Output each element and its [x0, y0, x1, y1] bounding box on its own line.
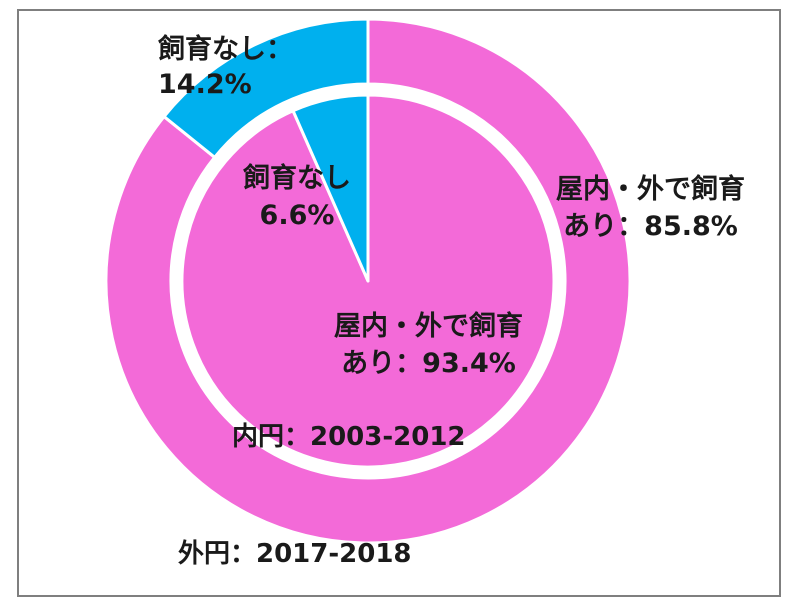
outer-pet-label: 屋内・外で飼育 あり：85.8% — [556, 174, 745, 242]
inner-ring-caption: 内円：2003-2012 — [232, 422, 466, 452]
inner-slice-no-pet — [291, 93, 370, 283]
outer-slice-no-pet — [162, 17, 370, 159]
inner-pet-label: 屋内・外で飼育 あり：93.4% — [334, 311, 523, 379]
outer-no-pet-label: 飼育なし： 14.2% — [158, 34, 293, 100]
outer-ring-caption: 外円：2017-2018 — [178, 539, 412, 569]
outer-slice-pet — [104, 17, 632, 545]
inner-no-pet-label: 飼育なし 6.6% — [243, 163, 351, 231]
